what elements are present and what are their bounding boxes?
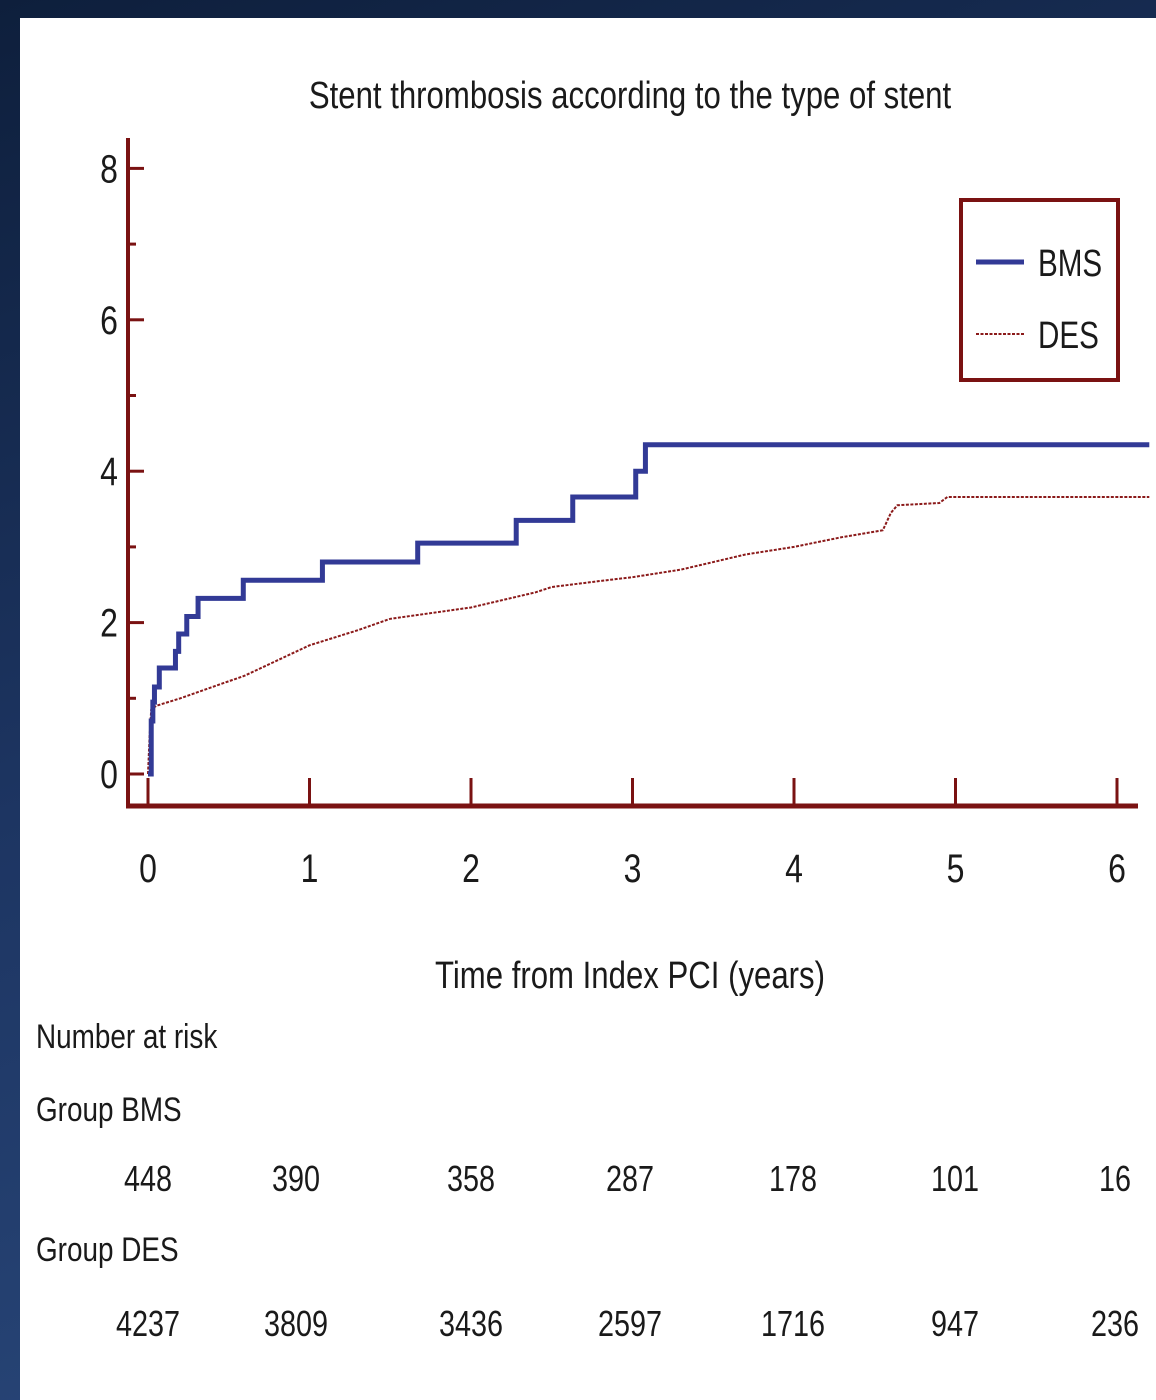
x-tick-label: 5	[947, 846, 965, 891]
series-line-bms	[148, 442, 1150, 777]
x-tick-label: 1	[301, 846, 319, 891]
legend: BMS DES	[959, 198, 1120, 382]
series-layer	[147, 442, 1150, 777]
x-tick-label: 3	[624, 846, 642, 891]
x-tick-label: 0	[139, 846, 157, 891]
legend-label-des: DES	[1038, 315, 1099, 357]
y-tick-label: 0	[100, 752, 118, 797]
x-tick-label: 2	[462, 846, 480, 891]
chart-title: Stent thrombosis according to the type o…	[309, 75, 952, 117]
y-tick-label: 6	[100, 297, 118, 342]
chart-panel: Stent thrombosis according to the type o…	[20, 18, 1156, 1400]
legend-box	[959, 198, 1120, 382]
legend-label-bms: BMS	[1038, 243, 1102, 285]
axes: 0 2 4 6 8 0 1 2 3 4 5 6	[100, 138, 1138, 891]
x-axis-label: Time from Index PCI (years)	[435, 955, 825, 997]
km-chart: Stent thrombosis according to the type o…	[100, 75, 1150, 997]
y-tick-label: 8	[100, 146, 118, 191]
series-line-des	[147, 495, 1150, 775]
x-tick-label: 6	[1108, 846, 1126, 891]
y-tick-label: 4	[100, 449, 118, 494]
y-tick-label: 2	[100, 600, 118, 645]
x-tick-label: 4	[785, 846, 803, 891]
